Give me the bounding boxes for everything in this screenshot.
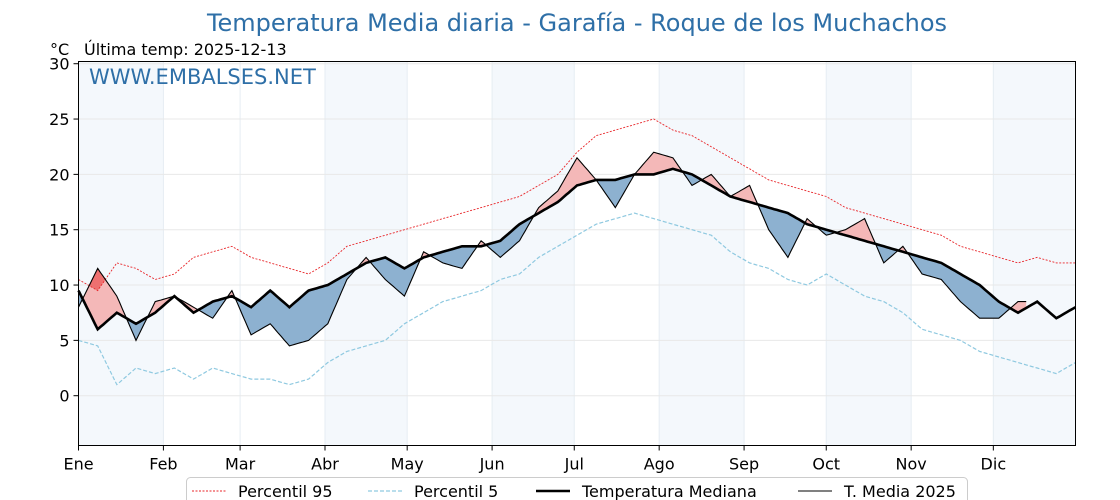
series-line-temperatura-mediana <box>77 167 1077 332</box>
series-line-t-media-2025 <box>78 151 1027 347</box>
y-axis-unit: °C <box>50 40 69 59</box>
plot-frame <box>78 61 1076 446</box>
y-tick-label: 20 <box>49 165 69 184</box>
series-line-percentil-5 <box>78 212 1076 386</box>
legend-box <box>186 477 968 500</box>
x-tick-label-sep: Sep <box>729 455 759 474</box>
x-tick-label-jun: Jun <box>479 455 505 474</box>
y-tick-label: 5 <box>59 331 69 350</box>
y-tick-label: 25 <box>49 110 69 129</box>
x-tick-label-ene: Ene <box>63 455 93 474</box>
month-band-8 <box>659 61 745 446</box>
legend-label-0: Percentil 95 <box>238 482 333 500</box>
x-axis: Ene Feb Mar Abr May Jun Jul Ago Sep Oct Nov Dic <box>63 445 1007 474</box>
x-tick-label-feb: Feb <box>149 455 177 474</box>
x-tick-label-oct: Oct <box>812 455 840 474</box>
x-tick-label-mar: Mar <box>225 455 256 474</box>
gridlines <box>78 61 1076 446</box>
chart-title: Temperatura Media diaria - Garafía - Roq… <box>206 9 947 37</box>
x-tick-label-dic: Dic <box>981 455 1007 474</box>
y-tick-label: 30 <box>49 55 69 74</box>
series-lines <box>77 118 1077 386</box>
month-band-10 <box>826 61 912 446</box>
last-temp-label: Última temp: 2025-12-13 <box>84 40 287 59</box>
legend-label-3: T. Media 2025 <box>843 482 956 500</box>
legend-label-1: Percentil 5 <box>414 482 498 500</box>
month-band-6 <box>492 61 575 446</box>
y-tick-label: 15 <box>49 221 69 240</box>
month-band-12 <box>993 61 1076 446</box>
legend: Percentil 95 Percentil 5 Temperatura Media… <box>186 477 968 500</box>
x-tick-label-may: May <box>391 455 424 474</box>
y-tick-label: 0 <box>59 387 69 406</box>
x-tick-label-nov: Nov <box>896 455 927 474</box>
x-tick-label-abr: Abr <box>311 455 339 474</box>
x-tick-label-jul: Jul <box>564 455 584 474</box>
deviation-fills <box>78 119 1027 385</box>
x-tick-label-ago: Ago <box>644 455 675 474</box>
series-line-percentil-95 <box>78 118 1076 292</box>
y-axis: 0 5 10 15 20 25 30 <box>49 55 79 406</box>
y-tick-label: 10 <box>49 276 69 295</box>
watermark: WWW.EMBALSES.NET <box>89 65 316 89</box>
legend-label-2: Temperatura Mediana <box>581 482 757 500</box>
fill-below-median <box>78 168 1027 346</box>
